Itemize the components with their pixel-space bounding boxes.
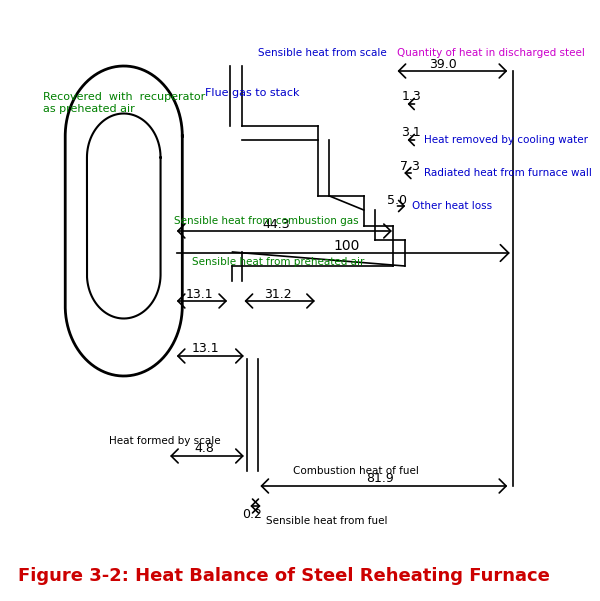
Text: 39.0: 39.0 [430, 58, 457, 70]
Text: 13.1: 13.1 [192, 343, 220, 356]
Text: 81.9: 81.9 [367, 472, 394, 486]
Text: Sensible heat from combustion gas: Sensible heat from combustion gas [174, 216, 359, 226]
Text: 5.0: 5.0 [387, 194, 407, 207]
Text: Sensible heat from scale: Sensible heat from scale [257, 48, 386, 58]
Text: 7.3: 7.3 [400, 159, 419, 172]
Text: 100: 100 [334, 239, 360, 253]
Text: 1.3: 1.3 [401, 91, 421, 103]
Text: 0.2: 0.2 [242, 508, 262, 522]
Text: Flue gas to stack: Flue gas to stack [205, 88, 299, 98]
Text: Recovered  with  recuperator
as preheated air: Recovered with recuperator as preheated … [43, 92, 206, 114]
Text: Quantity of heat in discharged steel: Quantity of heat in discharged steel [397, 48, 585, 58]
Text: 44.3: 44.3 [262, 218, 290, 231]
Text: Sensible heat from preheated air: Sensible heat from preheated air [193, 257, 365, 267]
Text: 31.2: 31.2 [264, 287, 292, 300]
Text: Heat removed by cooling water: Heat removed by cooling water [424, 135, 588, 145]
Text: 4.8: 4.8 [194, 442, 214, 456]
Text: Radiated heat from furnace wall: Radiated heat from furnace wall [424, 168, 592, 178]
Text: 13.1: 13.1 [185, 287, 213, 300]
Text: Other heat loss: Other heat loss [412, 201, 493, 211]
Text: Sensible heat from fuel: Sensible heat from fuel [266, 516, 388, 526]
Text: Figure 3-2: Heat Balance of Steel Reheating Furnace: Figure 3-2: Heat Balance of Steel Reheat… [19, 567, 550, 585]
Text: Combustion heat of fuel: Combustion heat of fuel [293, 466, 419, 476]
Text: 3.1: 3.1 [401, 126, 421, 139]
Text: Heat formed by scale: Heat formed by scale [109, 436, 220, 446]
